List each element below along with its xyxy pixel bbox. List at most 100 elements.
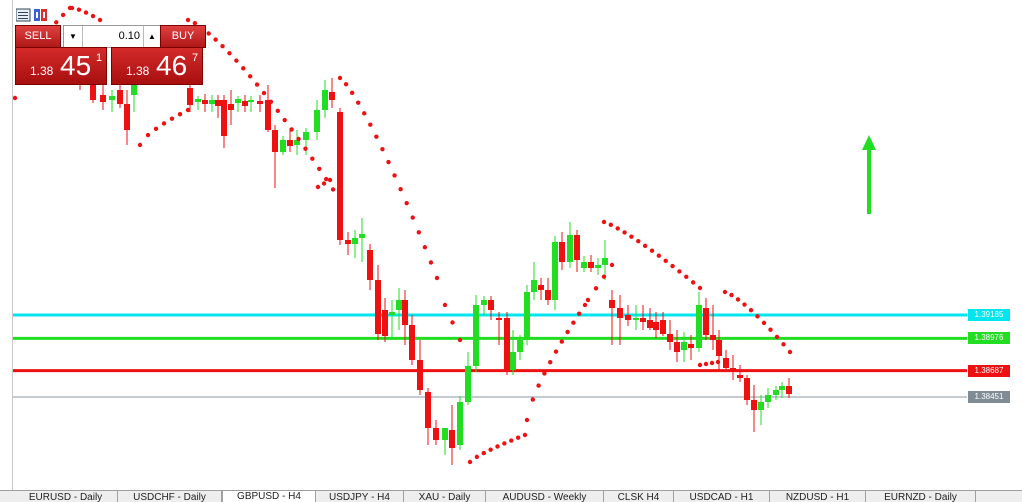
bearish-candle <box>202 100 208 104</box>
bearish-candle <box>730 368 736 372</box>
psar-dot <box>670 263 675 269</box>
tab-nzdusd-h1[interactable]: NZDUSD - H1 <box>770 491 866 502</box>
bullish-candle <box>303 132 309 140</box>
price-tag-cyan: 1.39185 <box>968 309 1010 321</box>
bullish-candle <box>633 318 639 320</box>
tab-clsk-h4[interactable]: CLSK H4 <box>604 491 674 502</box>
psar-dot <box>467 459 473 465</box>
bearish-candle <box>538 285 544 290</box>
tab-gbpusd-h4[interactable]: GBPUSD - H4 <box>222 491 316 502</box>
bullish-candle <box>581 262 587 268</box>
bearish-candle <box>504 318 510 372</box>
psar-dot <box>355 100 361 105</box>
arrow-up-icon <box>862 135 876 214</box>
psar-dot <box>169 116 175 121</box>
bullish-candle <box>602 258 608 265</box>
psar-dot <box>729 292 734 298</box>
buy-price-prefix: 1.38 <box>126 64 150 78</box>
chart-properties-icon[interactable] <box>15 8 31 22</box>
bullish-candle <box>195 99 201 102</box>
psar-dot <box>398 186 403 192</box>
chart-tab-bar: EURUSD - Daily USDCHF - Daily GBPUSD - H… <box>0 490 1022 502</box>
tab-usdjpy-h4[interactable]: USDJPY - H4 <box>316 491 404 502</box>
psar-dot <box>434 275 440 281</box>
psar-dot <box>536 383 541 388</box>
bearish-candle <box>674 342 680 352</box>
bearish-candle <box>228 104 234 110</box>
bullish-candle <box>465 366 471 402</box>
bullish-candle <box>517 340 523 352</box>
lot-size-stepper[interactable]: ▼ 0.10 ▲ <box>63 25 161 48</box>
bullish-candle <box>696 305 702 348</box>
psar-dot <box>422 245 428 250</box>
psar-dot <box>495 444 500 449</box>
price-axis[interactable] <box>967 0 1022 490</box>
bearish-candle <box>367 250 373 280</box>
psar-dot <box>275 108 281 114</box>
triangle-up-icon[interactable]: ▲ <box>143 26 160 47</box>
psar-dot <box>697 362 703 368</box>
bearish-candle <box>345 240 351 244</box>
psar-dot <box>374 134 379 139</box>
bullish-candle <box>773 390 779 395</box>
psar-dot <box>337 197 343 203</box>
psar-dot <box>254 82 260 87</box>
buy-button[interactable]: BUY <box>160 25 206 48</box>
psar-dot <box>247 74 253 79</box>
psar-dot <box>268 99 274 105</box>
price-tag-red: 1.38687 <box>968 364 1010 377</box>
psar-dot <box>234 58 239 63</box>
psar-dot <box>577 311 582 316</box>
psar-dot <box>530 397 535 402</box>
psar-dot <box>715 359 721 365</box>
bearish-candle <box>382 310 388 336</box>
psar-dot <box>145 132 151 138</box>
psar-dot <box>337 75 343 81</box>
bullish-candle <box>552 242 558 300</box>
bearish-candle <box>187 88 193 105</box>
psar-dot <box>386 159 391 165</box>
psar-dot <box>60 12 66 18</box>
psar-dot <box>185 107 191 113</box>
tab-usdchf-daily[interactable]: USDCHF - Daily <box>118 491 222 502</box>
psar-dot <box>241 66 246 71</box>
tab-audusd-weekly[interactable]: AUDUSD - Weekly <box>486 491 604 502</box>
psar-dot <box>709 360 715 366</box>
triangle-down-icon[interactable]: ▼ <box>64 26 83 47</box>
psar-dot <box>310 156 315 161</box>
bearish-candle <box>559 242 565 262</box>
psar-dot <box>656 253 662 258</box>
bullish-candle <box>567 235 573 262</box>
lot-size-input[interactable]: 0.10 <box>118 30 140 42</box>
psar-dot <box>296 136 301 142</box>
tab-usdcad-h1[interactable]: USDCAD - H1 <box>674 491 770 502</box>
bearish-candle <box>337 112 343 240</box>
bullish-candle <box>248 100 254 102</box>
buy-price-button[interactable]: 1.38 46 7 <box>111 47 203 85</box>
one-click-trading-panel[interactable]: SELL ▼ 0.10 ▲ BUY 1.38 45 1 1.38 46 7 <box>15 25 206 85</box>
tab-xau-daily[interactable]: XAU - Daily <box>404 491 486 502</box>
psar-dot <box>548 359 553 365</box>
psar-dot <box>362 111 367 116</box>
trade-panel-icon[interactable] <box>34 9 47 21</box>
sell-price-button[interactable]: 1.38 45 1 <box>15 47 107 85</box>
bearish-candle <box>496 318 502 320</box>
sell-button[interactable]: SELL <box>15 25 61 48</box>
bearish-candle <box>688 344 694 348</box>
tab-eurnzd-daily[interactable]: EURNZD - Daily <box>866 491 976 502</box>
tab-eurusd-daily[interactable]: EURUSD - Daily <box>14 491 118 502</box>
psar-dot <box>380 146 385 152</box>
psar-dot <box>416 230 422 235</box>
psar-dot <box>663 258 668 264</box>
bullish-candle <box>352 238 358 244</box>
psar-dot <box>392 173 397 178</box>
psar-dot <box>601 219 607 225</box>
psar-dot <box>474 454 480 460</box>
psar-dot <box>185 17 191 23</box>
bearish-candle <box>375 280 381 334</box>
psar-dot <box>450 320 455 325</box>
psar-dot <box>761 320 767 326</box>
bullish-candle <box>595 265 601 268</box>
bearish-candle <box>124 104 130 130</box>
